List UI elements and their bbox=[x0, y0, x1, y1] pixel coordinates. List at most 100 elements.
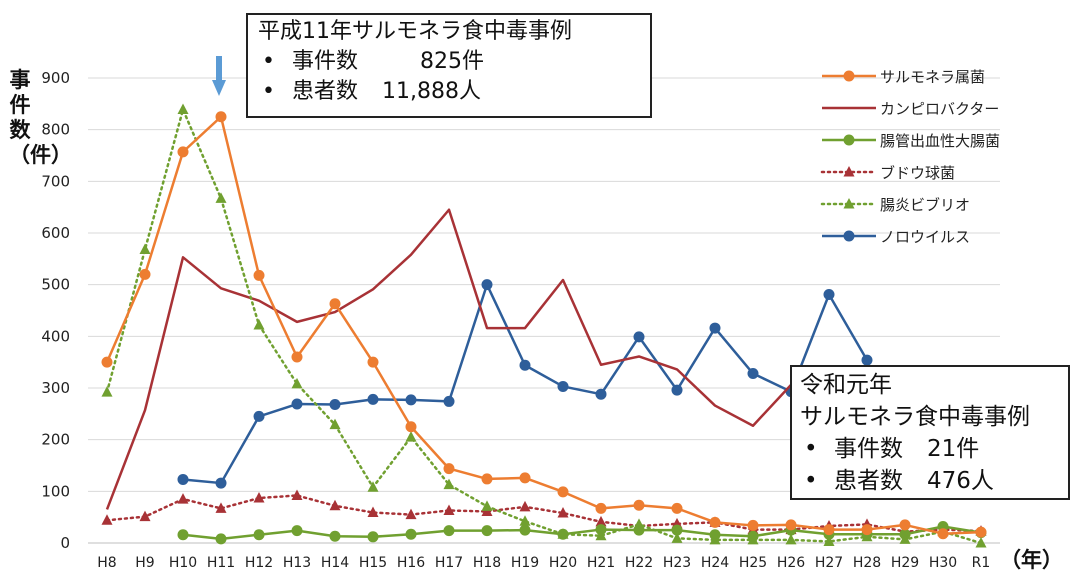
data-point bbox=[215, 533, 227, 545]
annotation-cases-value: 21件 bbox=[927, 436, 980, 462]
data-point bbox=[443, 395, 455, 407]
annotation-cases: 事件数 21件 bbox=[800, 433, 1060, 465]
y-tick-label: 500 bbox=[41, 276, 70, 294]
data-point bbox=[481, 473, 493, 485]
data-point bbox=[253, 410, 265, 422]
data-point bbox=[633, 331, 645, 343]
series-line bbox=[105, 108, 983, 545]
legend-swatch bbox=[822, 70, 876, 82]
peak-arrow-head bbox=[212, 80, 226, 96]
data-point bbox=[405, 394, 417, 406]
y-tick-label: 300 bbox=[41, 379, 70, 397]
annotation-title: 平成11年サルモネラ食中毒事例 bbox=[258, 19, 572, 44]
legend-label: ノロウイルス bbox=[880, 228, 971, 246]
data-point bbox=[177, 103, 189, 115]
y-tick-label: 200 bbox=[41, 431, 70, 449]
data-point bbox=[329, 298, 341, 310]
data-point bbox=[671, 384, 683, 396]
annotation-patients-label: 患者数 bbox=[292, 79, 359, 104]
data-point bbox=[329, 499, 341, 511]
legend-swatch bbox=[822, 230, 876, 242]
x-tick-label: H10 bbox=[169, 555, 197, 571]
x-tick-label: H20 bbox=[549, 555, 577, 571]
data-point bbox=[519, 515, 531, 526]
data-point bbox=[253, 529, 265, 541]
annotation-patients-value: 476人 bbox=[927, 468, 994, 494]
legend-swatch bbox=[822, 106, 876, 110]
data-point bbox=[253, 269, 265, 281]
series-line bbox=[105, 494, 983, 533]
annotation-cases-label: 事件数 bbox=[292, 49, 359, 74]
data-point bbox=[823, 288, 835, 300]
legend-label: カンピロバクター bbox=[880, 100, 1000, 118]
y-axis-label-text: 事件数（件） bbox=[9, 68, 72, 167]
data-point bbox=[633, 524, 645, 536]
data-point bbox=[405, 528, 417, 540]
annotation-cases: 事件数 825件 bbox=[258, 47, 640, 77]
data-point bbox=[177, 473, 189, 485]
data-point bbox=[443, 525, 455, 537]
data-point bbox=[785, 519, 797, 531]
data-point bbox=[291, 398, 303, 410]
y-tick-label: 600 bbox=[41, 224, 70, 242]
x-tick-label: H15 bbox=[359, 555, 387, 571]
data-point bbox=[291, 377, 303, 389]
data-point bbox=[405, 421, 417, 433]
y-tick-label: 700 bbox=[41, 172, 70, 190]
data-point bbox=[481, 279, 493, 291]
series-0 bbox=[101, 111, 987, 540]
data-point bbox=[975, 537, 987, 548]
data-point bbox=[329, 418, 341, 430]
data-point bbox=[975, 526, 987, 538]
data-point bbox=[823, 535, 835, 546]
x-tick-label: R1 bbox=[972, 555, 991, 571]
legend-marker bbox=[843, 70, 855, 82]
data-point bbox=[101, 386, 113, 397]
data-point bbox=[861, 524, 873, 536]
data-point bbox=[291, 489, 303, 500]
y-tick-label: 900 bbox=[41, 69, 70, 87]
y-tick-label: 800 bbox=[41, 121, 70, 139]
legend-label: 腸炎ビブリオ bbox=[880, 196, 971, 214]
x-tick-label: H21 bbox=[587, 555, 615, 571]
data-point bbox=[823, 524, 835, 536]
x-tick-label: H17 bbox=[435, 555, 463, 571]
data-point bbox=[215, 111, 227, 123]
data-point bbox=[557, 486, 569, 498]
data-point bbox=[177, 493, 189, 504]
data-point bbox=[443, 504, 455, 515]
data-point bbox=[215, 477, 227, 489]
data-point bbox=[671, 524, 683, 536]
data-point bbox=[481, 500, 493, 511]
data-point bbox=[443, 463, 455, 475]
data-point bbox=[671, 532, 683, 543]
annotation-cases-value: 825件 bbox=[420, 49, 485, 74]
data-point bbox=[519, 359, 531, 371]
x-tick-label: H16 bbox=[397, 555, 425, 571]
legend-marker bbox=[843, 230, 855, 242]
x-tick-label: H13 bbox=[283, 555, 311, 571]
legend-marker bbox=[843, 134, 855, 146]
x-tick-label: H25 bbox=[739, 555, 767, 571]
x-tick-label: H24 bbox=[701, 555, 729, 571]
data-point bbox=[367, 356, 379, 368]
series-2 bbox=[177, 520, 987, 545]
data-point bbox=[747, 368, 759, 380]
data-point bbox=[139, 243, 151, 255]
data-point bbox=[747, 519, 759, 531]
data-point bbox=[747, 530, 759, 542]
data-point bbox=[519, 500, 531, 512]
data-point bbox=[709, 516, 721, 528]
data-point bbox=[709, 322, 721, 334]
annotation-patients: 患者数 11,888人 bbox=[258, 77, 640, 107]
legend-label: ブドウ球菌 bbox=[880, 164, 956, 182]
x-tick-label: H28 bbox=[853, 555, 881, 571]
data-point bbox=[595, 502, 607, 514]
peak-arrow-shaft bbox=[216, 56, 222, 82]
x-tick-label: H19 bbox=[511, 555, 539, 571]
x-tick-label: H27 bbox=[815, 555, 843, 571]
legend-marker bbox=[843, 166, 855, 177]
data-point bbox=[671, 502, 683, 514]
data-point bbox=[291, 351, 303, 363]
data-point bbox=[937, 528, 949, 540]
